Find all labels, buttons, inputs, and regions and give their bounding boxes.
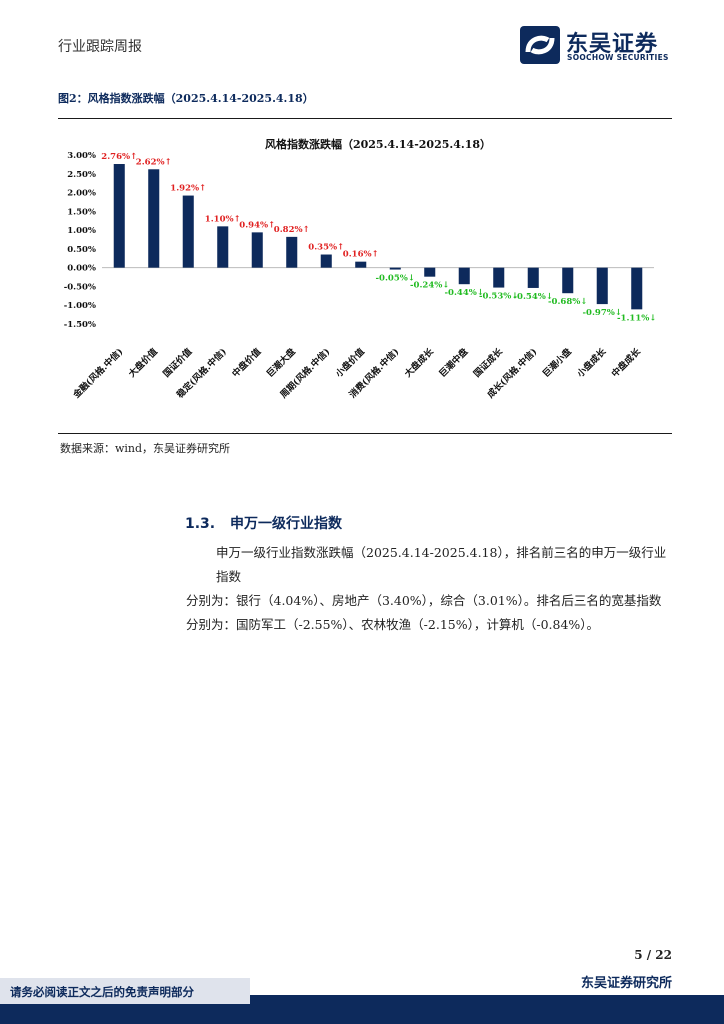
paragraph-line-3: 分别为：国防军工（-2.55%）、农林牧渔（-2.15%），计算机（-0.84%… [186,617,600,632]
y-tick-label: 1.00% [67,226,96,236]
logo-name-cn: 东吴证券 [566,32,659,57]
style-index-bar-chart: 风格指数涨跌幅（2025.4.14-2025.4.18） 3.00% 2.50% 2.… [64,137,657,402]
bar [493,267,505,288]
x-tick-label: 巨潮中盘 [436,346,470,380]
y-tick-label: -1.50% [64,320,96,330]
bar [320,254,332,268]
x-tick-label: 中盘成长 [609,345,644,380]
paragraph-line-2: 分别为：银行（4.04%）、房地产（3.40%），综合（3.01%）。排名后三名… [186,593,662,608]
x-tick-label: 中盘价值 [229,346,263,380]
figure-title: 图2：风格指数涨跌幅（2025.4.14-2025.4.18） [58,92,314,105]
section-number: 1.3. [185,516,216,532]
logo-mark-icon [520,26,560,64]
data-label: -0.68%↓ [548,297,587,307]
bar [527,267,539,288]
footer-company: 东吴证券研究所 [580,976,672,991]
data-label: 2.62%↑ [136,157,172,167]
page-number: 5 / 22 [634,948,672,962]
y-tick-label: 2.00% [67,189,96,199]
y-tick-label: -1.00% [64,301,96,311]
bar [562,267,574,294]
paragraph-line-1: 申万一级行业指数涨跌幅（2025.4.14-2025.4.18），排名前三名的申… [216,545,667,584]
x-tick-label: 巨潮大盘 [264,346,298,380]
data-label: 0.94%↑ [239,220,275,230]
data-label: 0.35%↑ [308,243,344,253]
bar [113,164,125,268]
data-label: -0.54%↓ [514,292,553,302]
bar [596,267,608,305]
logo-name-en: SOOCHOW SECURITIES [567,53,669,62]
data-label: -1.11%↓ [617,313,656,323]
x-tick-label: 小盘成长 [574,345,609,380]
figure-source: 数据来源：wind，东吴证券研究所 [60,442,231,455]
bar [355,261,367,268]
figure-top-rule [58,118,672,119]
x-tick-label: 国证成长 [471,345,506,380]
y-tick-label: 3.00% [67,151,96,161]
bar [631,267,643,310]
bar [182,195,194,268]
bar [458,267,470,285]
bar [251,232,263,268]
bar [424,267,436,277]
data-label: 1.10%↑ [205,214,241,224]
report-type-header: 行业跟踪周报 [58,39,142,55]
figure-bottom-rule [58,433,672,434]
data-label: -0.24%↓ [410,281,449,291]
x-tick-label: 金融(风格.中信) [70,346,126,402]
section-title: 申万一级行业指数 [230,516,342,532]
chart-title: 风格指数涨跌幅（2025.4.14-2025.4.18） [265,137,491,151]
x-tick-label: 大盘价值 [126,346,160,380]
section-heading: 1.3. 申万一级行业指数 [185,513,342,533]
bar [217,226,229,268]
x-tick-label: 巨潮小盘 [540,346,574,380]
x-tick-label: 国证价值 [160,346,194,380]
bar [286,236,298,268]
bar [389,267,401,270]
y-tick-label: -0.50% [64,282,96,292]
data-label: -0.53%↓ [479,292,518,302]
data-label: 1.92%↑ [170,184,206,194]
section-paragraph: 申万一级行业指数涨跌幅（2025.4.14-2025.4.18），排名前三名的申… [186,541,672,637]
company-logo: 东吴证券 SOOCHOW SECURITIES [520,26,680,66]
disclaimer-text: 请务必阅读正文之后的免责声明部分 [10,985,194,999]
y-tick-label: 2.50% [67,170,96,180]
x-tick-label: 小盘价值 [332,346,367,381]
x-tick-label: 大盘成长 [402,345,437,380]
data-label: 0.82%↑ [274,225,310,235]
data-label: 0.16%↑ [343,250,379,260]
data-label: -0.44%↓ [445,288,484,298]
data-label: 2.76%↑ [101,152,137,162]
disclaimer-box: 请务必阅读正文之后的免责声明部分 [0,978,250,1004]
data-label: -0.05%↓ [376,274,415,284]
data-label: -0.97%↓ [583,308,622,318]
y-tick-label: 1.50% [67,207,96,217]
y-tick-label: 0.00% [67,264,96,274]
bar [148,169,160,268]
y-tick-label: 0.50% [67,245,96,255]
